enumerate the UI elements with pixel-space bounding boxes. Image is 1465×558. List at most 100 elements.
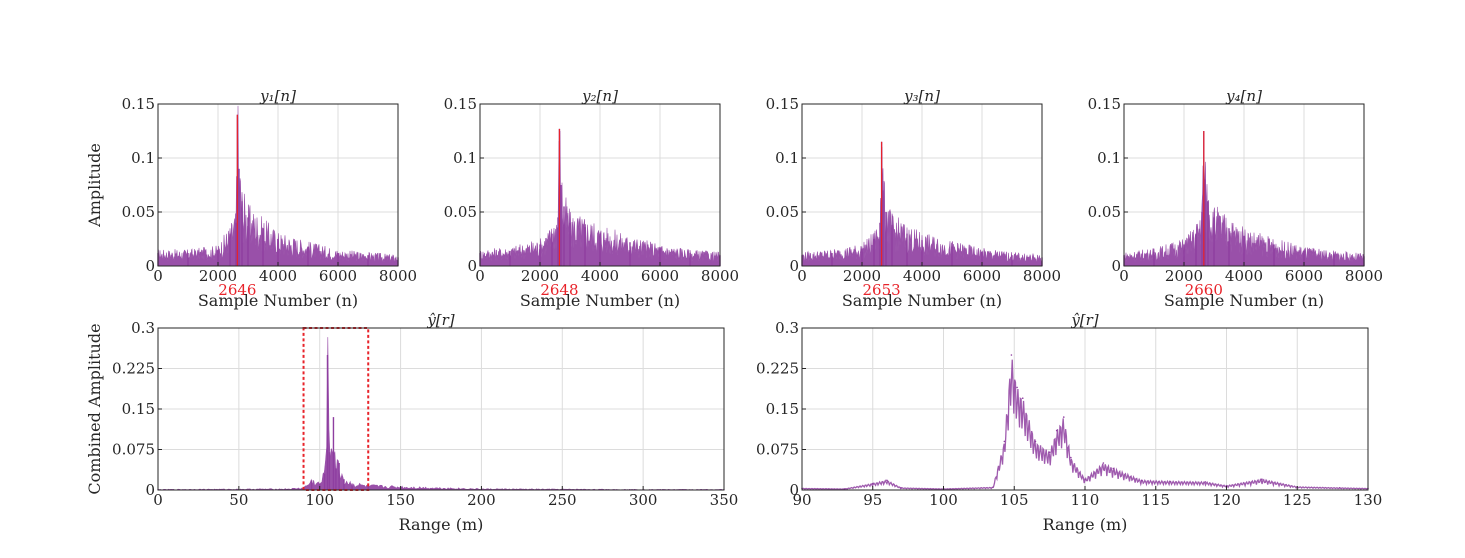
series-point [1021, 397, 1024, 400]
series-fill [157, 105, 399, 267]
chart-title: y₂[n] [581, 87, 618, 105]
x-axis-label: Range (m) [1043, 515, 1128, 534]
tick-label-x: 0 [153, 491, 163, 509]
tick-label-y: 0 [789, 257, 799, 275]
tick-label-y: 0 [145, 257, 155, 275]
chart-panel-2: 2648 0 2000 4000 6000 8000 0 0.05 0.1 0.15 y₂[n] Sa… [444, 87, 740, 310]
x-axis-label: Sample Number (n) [1164, 291, 1324, 310]
tick-label-y: 0.1 [775, 149, 799, 167]
tick-label-x: 6000 [319, 267, 357, 285]
tick-label-x: 130 [1354, 491, 1383, 509]
series-point [843, 488, 846, 490]
tick-label-x: 350 [710, 491, 739, 509]
tick-label-x: 8000 [1345, 267, 1383, 285]
series-point [1204, 481, 1207, 483]
tick-label-x: 6000 [963, 267, 1001, 285]
tick-label-y: 0.15 [122, 95, 155, 113]
tick-label-y: 0.075 [756, 441, 799, 459]
y-axis-label: Combined Amplitude [85, 323, 104, 494]
tick-label-x: 2000 [199, 267, 237, 285]
tick-label-x: 6000 [1285, 267, 1323, 285]
tick-label-y: 0.15 [1088, 95, 1121, 113]
x-axis-label: Range (m) [399, 515, 484, 534]
series-point [886, 479, 888, 482]
tick-label-y: 0.15 [766, 95, 799, 113]
tick-label-x: 105 [1000, 491, 1029, 509]
tick-label-x: 110 [1071, 491, 1100, 509]
chart-panel-6: 90 95 100 105 110 115 120 125 130 0 0.075 0.15 0.225… [756, 311, 1382, 534]
series-point [900, 487, 902, 489]
series-point [1084, 478, 1086, 481]
series-line [801, 359, 1369, 491]
series-point [1112, 467, 1115, 470]
series-point [1010, 354, 1013, 356]
tick-label-y: 0 [1111, 257, 1121, 275]
tick-label-x: 0 [475, 267, 485, 285]
tick-label-y: 0.3 [131, 319, 155, 337]
tick-label-x: 4000 [903, 267, 941, 285]
tick-label-x: 8000 [379, 267, 417, 285]
tick-label-x: 2000 [1165, 267, 1203, 285]
tick-label-y: 0.15 [122, 400, 155, 418]
series-point [1140, 479, 1143, 482]
peak-marker-label: 2648 [540, 281, 578, 299]
chart-panel-4: 2660 0 2000 4000 6000 8000 0 0.05 0.1 0.15 y₄[n] Sa… [1088, 87, 1384, 310]
peak-marker-label: 2653 [862, 281, 900, 299]
tick-label-x: 4000 [1225, 267, 1263, 285]
series-point [1169, 480, 1171, 483]
tick-label-y: 0 [789, 481, 799, 499]
chart-title: ŷ[r] [426, 311, 454, 329]
chart-panel-1: 2646 0 2000 4000 6000 8000 0 0.05 0.1 0.15 y₁[n] Sa… [85, 87, 417, 310]
tick-label-y: 0.15 [766, 400, 799, 418]
x-axis-label: Sample Number (n) [842, 291, 1002, 310]
tick-label-x: 4000 [581, 267, 619, 285]
series-point [1034, 440, 1037, 443]
tick-label-x: 2000 [843, 267, 881, 285]
tick-label-x: 0 [1119, 267, 1129, 285]
tick-label-x: 100 [305, 491, 334, 509]
tick-label-y: 0.225 [112, 360, 155, 378]
x-axis-label: Sample Number (n) [198, 291, 358, 310]
series-point [871, 482, 874, 485]
tick-label-y: 0.05 [444, 203, 477, 221]
tick-label-y: 0 [467, 257, 477, 275]
tick-label-x: 2000 [521, 267, 559, 285]
tick-label-x: 0 [797, 267, 807, 285]
tick-label-y: 0 [145, 481, 155, 499]
tick-label-y: 0.05 [766, 203, 799, 221]
series-fill [157, 337, 725, 491]
series-point [1003, 440, 1006, 443]
series-point [1102, 462, 1105, 464]
chart-title: y₁[n] [259, 87, 296, 105]
x-axis-label: Sample Number (n) [520, 291, 680, 310]
series-point [1016, 386, 1018, 389]
tick-label-x: 4000 [259, 267, 297, 285]
tick-label-x: 0 [153, 267, 163, 285]
tick-label-x: 125 [1283, 491, 1312, 509]
tick-label-x: 250 [548, 491, 577, 509]
tick-label-x: 50 [229, 491, 248, 509]
series-point [992, 486, 994, 489]
tick-label-y: 0.225 [756, 360, 799, 378]
tick-label-y: 0.1 [1097, 149, 1121, 167]
tick-label-y: 0.05 [122, 203, 155, 221]
chart-title: y₃[n] [903, 87, 940, 105]
chart-panel-5: 0 50 100 150 200 250 300 350 0 0.075 0.15 0.225 0.3 ŷ… [85, 311, 738, 534]
tick-label-y: 0.1 [131, 149, 155, 167]
tick-label-y: 0.1 [453, 149, 477, 167]
tick-label-y: 0.075 [112, 441, 155, 459]
y-axis-label: Amplitude [85, 143, 104, 228]
series-point [1261, 478, 1263, 481]
tick-label-x: 6000 [641, 267, 679, 285]
chart-title: ŷ[r] [1070, 311, 1098, 329]
chart-title: y₄[n] [1225, 87, 1262, 105]
peak-marker-label: 2646 [218, 281, 256, 299]
tick-label-x: 200 [467, 491, 496, 509]
tick-label-y: 0.05 [1088, 203, 1121, 221]
tick-label-x: 95 [863, 491, 882, 509]
tick-label-x: 100 [929, 491, 958, 509]
tick-label-x: 120 [1212, 491, 1241, 509]
series-point [1062, 416, 1065, 418]
tick-label-x: 90 [792, 491, 811, 509]
